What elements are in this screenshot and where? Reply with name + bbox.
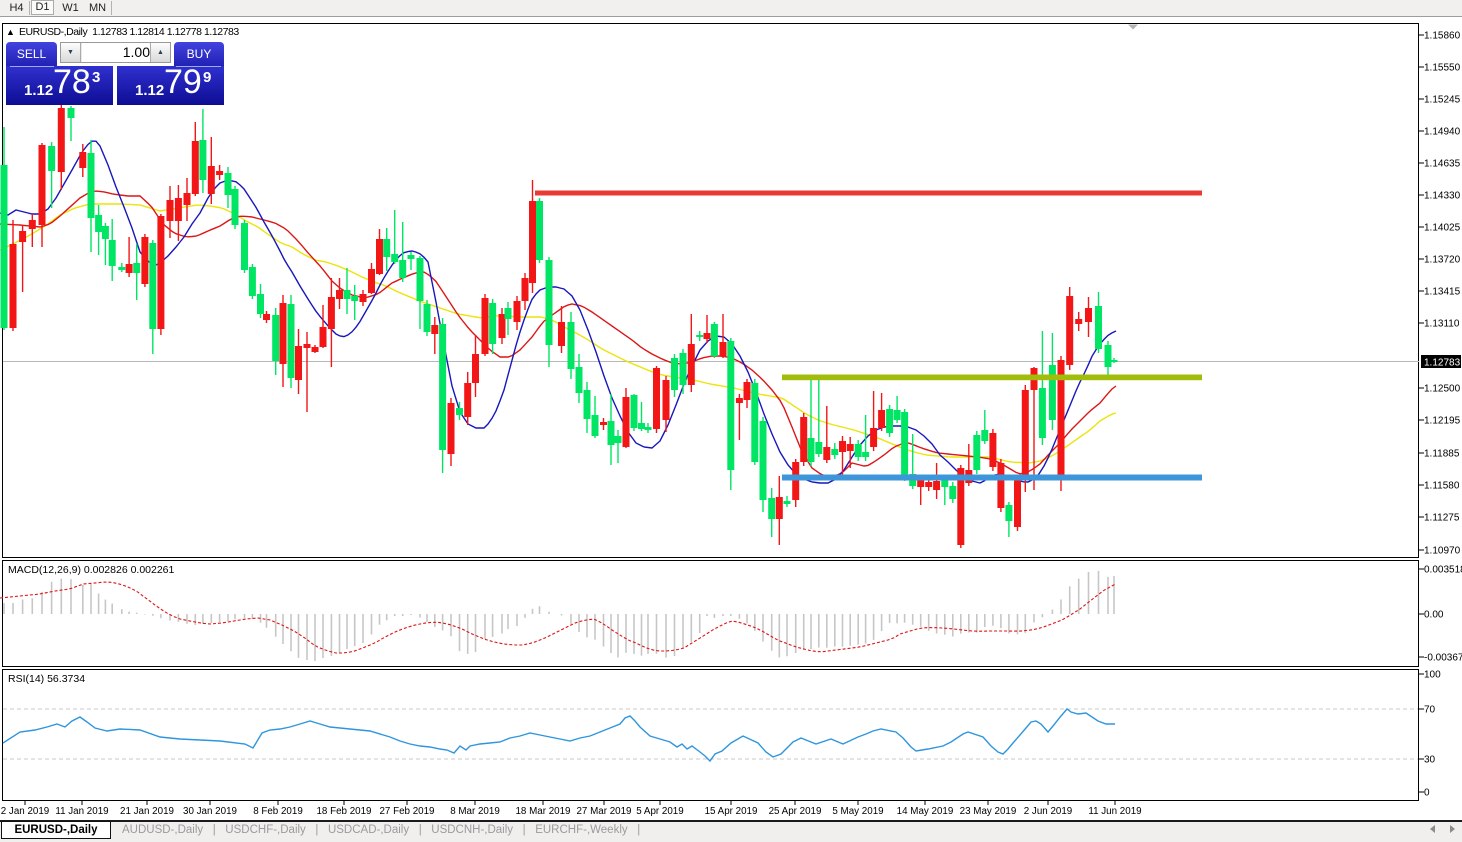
svg-text:1.13415: 1.13415 [1424,287,1461,298]
svg-text:2 Jan 2019: 2 Jan 2019 [1,806,49,817]
svg-text:23 May 2019: 23 May 2019 [960,806,1017,817]
svg-text:1.14025: 1.14025 [1424,223,1461,234]
svg-text:1.15550: 1.15550 [1424,63,1461,74]
svg-text:0.00: 0.00 [1424,610,1444,621]
svg-text:0.003518: 0.003518 [1424,565,1462,576]
svg-text:5 Apr 2019: 5 Apr 2019 [636,806,683,817]
svg-text:27 Mar 2019: 27 Mar 2019 [576,806,631,817]
svg-text:27 Feb 2019: 27 Feb 2019 [379,806,434,817]
svg-text:21 Jan 2019: 21 Jan 2019 [120,806,174,817]
svg-text:1.11580: 1.11580 [1424,481,1460,492]
svg-text:1.10970: 1.10970 [1424,546,1461,557]
svg-text:8 Feb 2019: 8 Feb 2019 [253,806,303,817]
svg-text:2 Jun 2019: 2 Jun 2019 [1024,806,1072,817]
svg-text:1.15245: 1.15245 [1424,95,1461,106]
svg-text:1.12783: 1.12783 [1424,358,1461,369]
svg-text:-0.00367: -0.00367 [1424,653,1462,664]
svg-text:1.14330: 1.14330 [1424,191,1461,202]
svg-text:1.11275: 1.11275 [1424,513,1460,524]
svg-text:1.15860: 1.15860 [1424,31,1461,42]
svg-text:15 Apr 2019: 15 Apr 2019 [705,806,758,817]
svg-text:1.12500: 1.12500 [1424,384,1461,395]
svg-text:5 May 2019: 5 May 2019 [832,806,883,817]
svg-text:1.13110: 1.13110 [1424,319,1460,330]
svg-text:1.11885: 1.11885 [1424,449,1460,460]
svg-text:30 Jan 2019: 30 Jan 2019 [183,806,237,817]
svg-text:25 Apr 2019: 25 Apr 2019 [769,806,822,817]
svg-text:0: 0 [1424,788,1430,799]
svg-text:11 Jan 2019: 11 Jan 2019 [55,806,108,817]
svg-text:18 Mar 2019: 18 Mar 2019 [515,806,570,817]
svg-text:1.12195: 1.12195 [1424,416,1461,427]
svg-text:11 Jun 2019: 11 Jun 2019 [1088,806,1141,817]
svg-text:1.14940: 1.14940 [1424,127,1461,138]
svg-text:18 Feb 2019: 18 Feb 2019 [316,806,371,817]
svg-text:14 May 2019: 14 May 2019 [897,806,954,817]
svg-text:100: 100 [1424,670,1441,681]
svg-text:1.14635: 1.14635 [1424,159,1461,170]
svg-text:30: 30 [1424,755,1436,766]
svg-text:1.13720: 1.13720 [1424,255,1461,266]
svg-text:8 Mar 2019: 8 Mar 2019 [450,806,500,817]
svg-text:70: 70 [1424,705,1436,716]
